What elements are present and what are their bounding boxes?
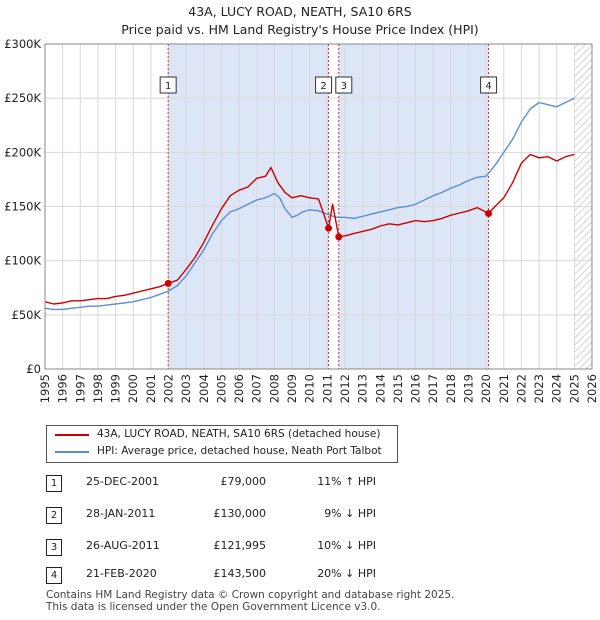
transaction-price: £79,000: [220, 475, 267, 488]
sale-marker-label: 3: [341, 81, 347, 92]
x-tick-label: 2004: [197, 374, 211, 403]
chart-title: 43A, LUCY ROAD, NEATH, SA10 6RS: [188, 4, 412, 19]
x-tick-label: 2002: [162, 374, 176, 403]
x-tick-label: 2016: [409, 374, 423, 403]
sale-marker-label: 1: [165, 81, 171, 92]
transaction-marker: 3: [46, 539, 62, 556]
x-tick-label: 2014: [373, 374, 387, 403]
x-tick-label: 2025: [567, 374, 581, 403]
chart-subtitle: Price paid vs. HM Land Registry's House …: [121, 22, 479, 37]
hpi-series-line: [45, 97, 575, 311]
sale-marker-label: 2: [320, 81, 326, 92]
transaction-marker: 2: [46, 507, 62, 524]
transaction-price: £130,000: [213, 507, 267, 520]
transaction-price: £121,995: [213, 539, 267, 552]
legend-label-property: 43A, LUCY ROAD, NEATH, SA10 6RS (detache…: [97, 428, 381, 440]
x-tick-label: 1998: [91, 374, 105, 403]
x-tick-label: 2010: [303, 374, 317, 403]
transaction-price: £143,500: [213, 567, 267, 580]
x-tick-label: 2011: [320, 374, 334, 403]
x-tick-label: 2018: [444, 374, 458, 403]
x-tick-label: 1996: [56, 374, 70, 403]
x-tick-label: 2008: [267, 374, 281, 403]
transaction-date: 28-JAN-2011: [86, 507, 156, 520]
legend-swatch-hpi: [55, 451, 89, 453]
property-series-line: [45, 153, 575, 305]
sale-point: [485, 210, 493, 218]
y-tick-label: £300K: [4, 37, 41, 51]
transaction-hpi: 9% ↓ HPI: [324, 507, 376, 520]
x-tick-label: 2005: [214, 374, 228, 403]
y-tick-label: £0: [26, 362, 41, 376]
x-tick-label: 1999: [109, 374, 123, 403]
footer-licence: This data is licensed under the Open Gov…: [46, 601, 381, 613]
x-tick-label: 2012: [338, 374, 352, 403]
x-tick-label: 2007: [250, 374, 264, 403]
legend-label-hpi: HPI: Average price, detached house, Neat…: [97, 445, 382, 457]
y-tick-label: £50K: [12, 308, 42, 322]
x-tick-label: 2000: [126, 374, 140, 403]
x-tick-label: 2024: [550, 374, 564, 403]
footer-copyright: Contains HM Land Registry data © Crown c…: [46, 589, 455, 601]
y-tick-label: £250K: [4, 91, 41, 105]
x-tick-label: 2015: [391, 374, 405, 403]
transaction-marker: 4: [46, 567, 62, 584]
x-tick-label: 2021: [497, 374, 511, 403]
x-tick-label: 2017: [426, 374, 440, 403]
plot-frame: [44, 43, 593, 370]
x-tick-label: 2001: [144, 374, 158, 403]
sale-marker-box: [315, 76, 333, 94]
x-tick-label: 2020: [479, 374, 493, 403]
sale-marker-box: [335, 76, 353, 94]
x-tick-label: 2006: [232, 374, 246, 403]
x-tick-label: 2022: [514, 374, 528, 403]
x-tick-label: 2019: [461, 374, 475, 403]
transaction-date: 25-DEC-2001: [86, 475, 160, 488]
sale-marker-box: [480, 76, 498, 94]
transaction-date: 21-FEB-2020: [86, 567, 157, 580]
sale-point: [335, 233, 343, 241]
sale-marker-label: 4: [485, 81, 491, 92]
y-tick-label: £200K: [4, 145, 41, 159]
x-tick-label: 2023: [532, 374, 546, 403]
transaction-hpi: 11% ↑ HPI: [317, 475, 376, 488]
x-tick-label: 1995: [38, 374, 52, 403]
transaction-hpi: 10% ↓ HPI: [317, 539, 376, 552]
x-tick-label: 2003: [179, 374, 193, 403]
x-tick-label: 2009: [285, 374, 299, 403]
transaction-date: 26-AUG-2011: [86, 539, 160, 552]
sale-point: [325, 224, 333, 232]
y-tick-label: £150K: [4, 200, 41, 214]
sale-marker-box: [159, 76, 177, 94]
x-tick-label: 1997: [73, 374, 87, 403]
y-tick-label: £100K: [4, 254, 41, 268]
x-tick-label: 2026: [585, 374, 599, 403]
price-chart: 1 2 3 4 £0 £50K £100K £150K £200K £250K £300K 199…: [4, 37, 599, 403]
transaction-marker: 1: [46, 475, 62, 492]
legend-swatch-property: [55, 434, 89, 436]
sale-point: [164, 279, 172, 287]
x-tick-label: 2013: [356, 374, 370, 403]
transaction-hpi: 20% ↓ HPI: [317, 567, 376, 580]
legend: 43A, LUCY ROAD, NEATH, SA10 6RS (detache…: [46, 425, 398, 463]
